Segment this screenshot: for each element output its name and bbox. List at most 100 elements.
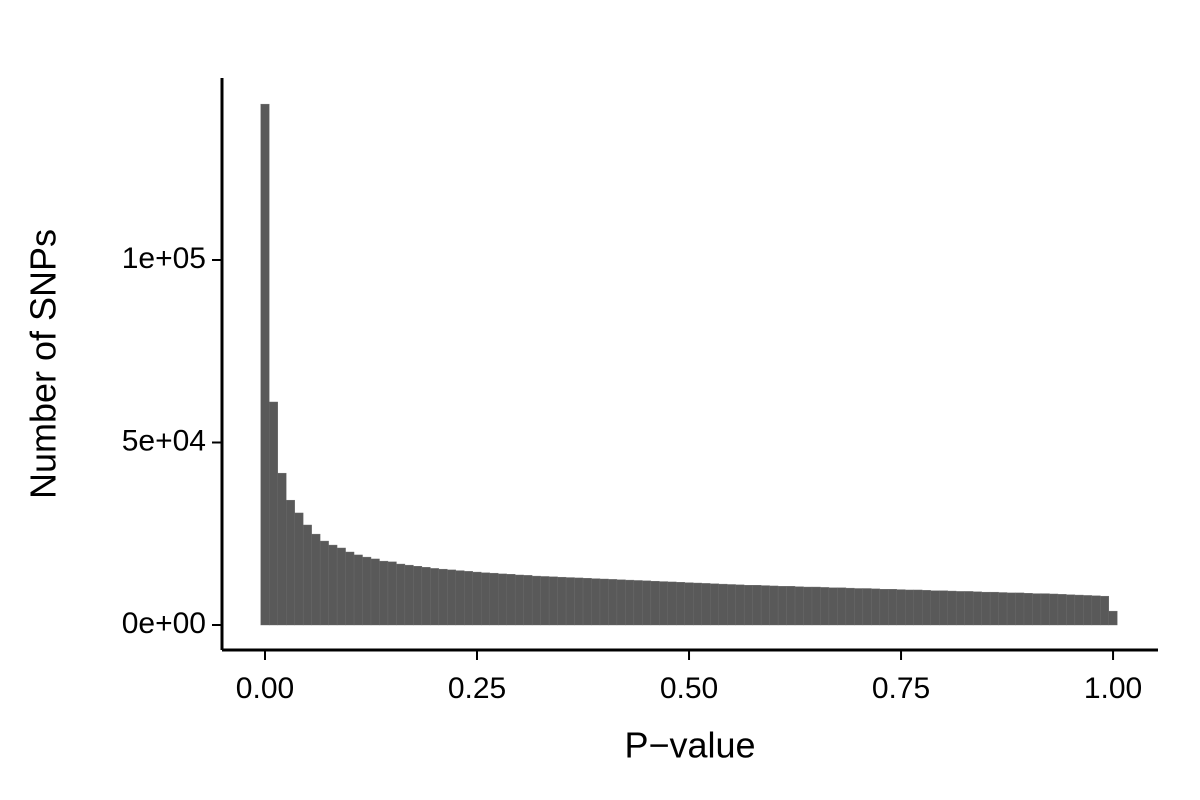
bar	[1015, 592, 1025, 626]
bar	[981, 591, 991, 626]
bar	[947, 590, 957, 626]
bar	[820, 587, 830, 626]
bar	[930, 590, 940, 626]
bar	[1108, 610, 1118, 626]
bar	[616, 579, 626, 626]
bar	[540, 576, 550, 626]
bar	[718, 583, 728, 626]
bar	[1023, 593, 1033, 626]
bar	[353, 554, 363, 626]
bar	[879, 589, 889, 626]
bar	[811, 586, 821, 626]
x-tick-label: 1.00	[1084, 672, 1142, 705]
bar	[269, 401, 278, 626]
bar	[1100, 595, 1110, 626]
bar	[260, 103, 270, 626]
bar	[726, 584, 736, 626]
bar	[302, 524, 312, 626]
bar	[311, 533, 321, 626]
bar	[684, 582, 694, 626]
bar	[345, 551, 355, 626]
x-axis-label: P−value	[624, 725, 755, 766]
bar	[837, 587, 847, 626]
bar	[989, 591, 999, 626]
bar	[481, 572, 490, 626]
bar	[565, 577, 575, 626]
bar	[421, 567, 431, 626]
bar	[871, 588, 881, 626]
bar	[964, 591, 974, 626]
bar	[693, 582, 702, 626]
bar	[362, 556, 372, 626]
bar	[794, 586, 804, 626]
bar	[1083, 595, 1093, 626]
bar	[939, 590, 948, 626]
y-axis-label: Number of SNPs	[23, 229, 64, 499]
bar	[752, 585, 762, 626]
bar	[387, 561, 397, 626]
bar	[574, 577, 584, 626]
bar	[862, 588, 872, 626]
bar	[633, 580, 643, 626]
x-tick-label: 0.75	[872, 672, 930, 705]
y-tick-label: 1e+05	[122, 242, 206, 275]
bar	[404, 564, 414, 626]
bar	[285, 499, 295, 626]
bar	[650, 580, 660, 626]
bar	[430, 568, 440, 626]
bar	[1049, 593, 1059, 626]
bar	[642, 580, 652, 626]
bar	[413, 566, 423, 626]
x-tick-label: 0.50	[660, 672, 718, 705]
bar	[336, 547, 346, 626]
bar	[1006, 592, 1016, 626]
bar	[769, 585, 779, 626]
bar	[913, 589, 923, 626]
bar	[786, 586, 796, 626]
bar	[888, 589, 897, 626]
x-tick-label: 0.00	[236, 672, 294, 705]
bar	[676, 582, 685, 626]
bar	[1057, 594, 1067, 626]
bar	[438, 568, 448, 626]
bar	[277, 472, 287, 626]
bar	[1040, 593, 1050, 626]
bar	[743, 585, 753, 626]
bar	[582, 578, 592, 626]
bar	[548, 576, 558, 626]
bar	[845, 587, 855, 626]
bar	[455, 570, 465, 626]
bar	[896, 589, 906, 626]
bar	[854, 588, 864, 626]
bar	[379, 560, 389, 626]
bar	[506, 574, 516, 626]
bar	[1032, 593, 1042, 626]
bar	[294, 512, 304, 626]
bar	[710, 583, 719, 626]
bar	[599, 578, 609, 626]
bar	[608, 579, 618, 626]
bar	[701, 583, 711, 626]
bar	[1091, 595, 1101, 626]
y-tick-label: 0e+00	[122, 607, 206, 640]
bar	[1066, 594, 1076, 626]
bar	[735, 584, 745, 626]
bar	[396, 563, 406, 626]
bar	[667, 581, 677, 626]
bar	[319, 540, 329, 626]
bar	[625, 579, 635, 626]
bar	[531, 575, 541, 626]
y-tick-label: 5e+04	[122, 424, 206, 457]
bar	[472, 571, 482, 626]
bar	[557, 576, 567, 626]
bar	[760, 585, 770, 626]
bar	[972, 591, 982, 626]
bar	[523, 575, 533, 626]
bar	[905, 589, 914, 626]
bar	[659, 581, 669, 626]
bar	[828, 587, 838, 626]
bar	[328, 544, 338, 626]
bar	[489, 572, 499, 626]
x-tick-label: 0.25	[448, 672, 506, 705]
